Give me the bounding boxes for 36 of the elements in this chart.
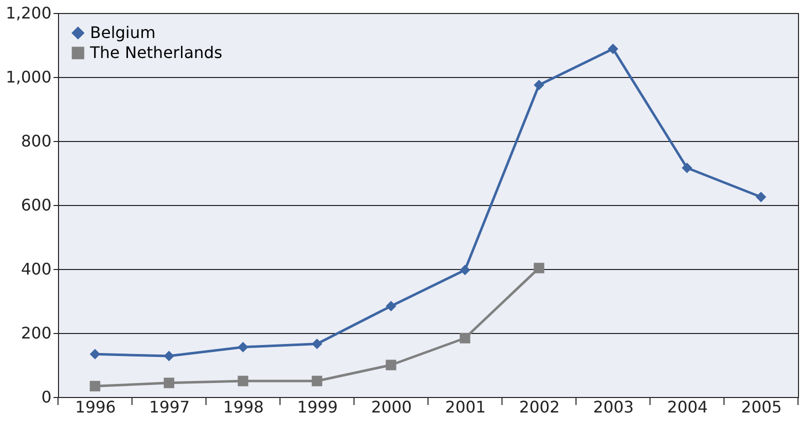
y-tick-label: 1,000 xyxy=(6,68,52,86)
point xyxy=(460,332,470,344)
point xyxy=(164,378,174,388)
x-tick-label: 2003 xyxy=(593,398,634,416)
point xyxy=(386,300,396,312)
point xyxy=(534,262,544,274)
y-tick-label: 800 xyxy=(20,132,52,150)
point xyxy=(608,44,618,54)
point xyxy=(386,360,396,370)
x-tick-label: 1996 xyxy=(75,398,116,416)
point xyxy=(164,350,174,362)
x-tick-label: 2000 xyxy=(371,398,412,416)
point xyxy=(756,192,766,202)
x-tick-label: 2001 xyxy=(445,398,486,416)
x-tick-label: 2002 xyxy=(519,398,560,416)
point xyxy=(682,162,692,174)
x-tick-label: 2005 xyxy=(741,398,782,416)
point xyxy=(534,80,544,90)
point xyxy=(460,264,470,276)
x-tick-label: 1997 xyxy=(149,398,190,416)
point xyxy=(238,342,248,352)
legend-label: Belgium xyxy=(90,23,156,42)
y-tick-label: 200 xyxy=(20,324,52,342)
y-tick-label: 0 xyxy=(41,388,52,406)
x-tick-label: 1999 xyxy=(297,398,338,416)
point xyxy=(312,376,322,386)
legend-label: The Netherlands xyxy=(89,43,222,62)
x-tick-label: 2004 xyxy=(667,398,708,416)
y-tick-label: 400 xyxy=(20,260,52,278)
x-tick-label: 1998 xyxy=(223,398,264,416)
point xyxy=(90,380,100,392)
point xyxy=(312,338,322,350)
point xyxy=(90,348,100,360)
y-tick-label: 600 xyxy=(20,196,52,214)
y-tick-label: 1,200 xyxy=(6,4,52,22)
point xyxy=(238,376,248,386)
